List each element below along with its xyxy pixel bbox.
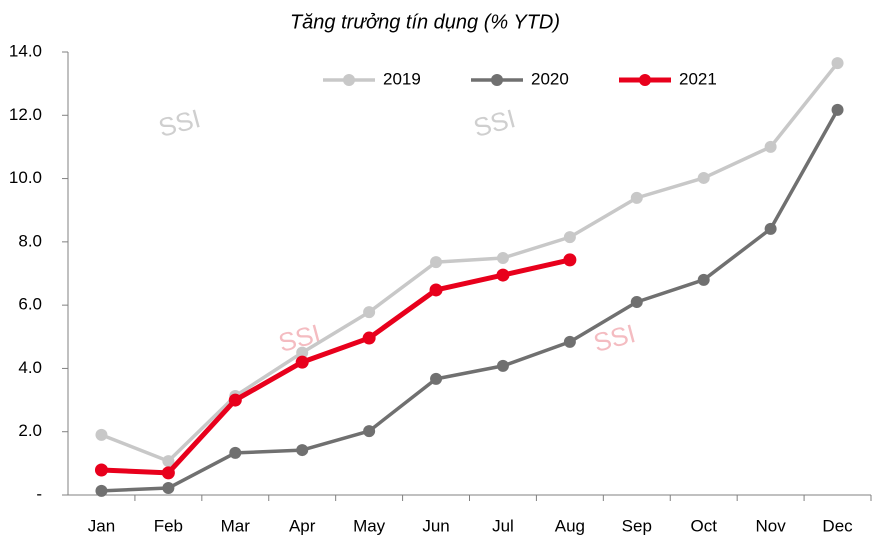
legend-label: 2020 <box>531 69 569 88</box>
legend-marker <box>343 74 355 86</box>
x-tick-label: Nov <box>756 516 787 535</box>
series-marker <box>162 455 175 468</box>
x-tick-label: Feb <box>154 516 183 535</box>
x-tick-label: Jul <box>492 516 514 535</box>
series-marker <box>630 295 643 308</box>
series-marker <box>363 425 376 438</box>
y-tick-label: 12.0 <box>9 105 42 124</box>
x-tick-label: Sep <box>622 516 652 535</box>
watermark: SSI <box>155 103 203 143</box>
legend-marker <box>491 74 503 86</box>
y-tick-label: - <box>36 484 42 503</box>
y-tick-label: 10.0 <box>9 168 42 187</box>
x-tick-label: Aug <box>555 516 585 535</box>
series-line <box>101 109 840 493</box>
y-tick-label: 14.0 <box>9 41 42 60</box>
y-tick-label: 4.0 <box>18 358 42 377</box>
x-tick-label: Oct <box>690 516 717 535</box>
chart-title: Tăng trưởng tín dụng (% YTD) <box>290 11 560 33</box>
watermark: SSI <box>470 103 518 143</box>
series-marker <box>162 482 175 495</box>
series-marker <box>697 171 710 184</box>
legend-label: 2019 <box>383 69 421 88</box>
series-marker <box>430 256 443 269</box>
series-marker <box>496 251 509 264</box>
series-marker <box>697 273 710 286</box>
y-tick-label: 8.0 <box>18 231 42 250</box>
series-marker <box>764 222 777 235</box>
series-marker <box>228 393 242 407</box>
series-marker <box>764 140 777 153</box>
series-marker <box>429 283 443 297</box>
series-marker <box>295 355 309 369</box>
series-marker <box>831 103 844 116</box>
y-tick-label: 2.0 <box>18 421 42 440</box>
series-marker <box>94 463 108 477</box>
x-tick-label: Jun <box>422 516 449 535</box>
series-line <box>101 257 571 476</box>
series-marker <box>362 331 376 345</box>
series-marker <box>496 359 509 372</box>
series-marker <box>296 346 309 359</box>
series-marker <box>831 57 844 70</box>
series-marker <box>630 191 643 204</box>
x-tick-label: May <box>353 516 386 535</box>
series-marker <box>161 466 175 480</box>
legend-label: 2021 <box>679 69 717 88</box>
x-tick-label: Mar <box>221 516 251 535</box>
series-marker <box>563 253 577 267</box>
y-tick-label: 6.0 <box>18 295 42 314</box>
series-marker <box>229 446 242 459</box>
series-marker <box>296 444 309 457</box>
series-marker <box>430 372 443 385</box>
series-marker <box>95 428 108 441</box>
series-marker <box>563 231 576 244</box>
series-marker <box>563 335 576 348</box>
series-marker <box>496 268 510 282</box>
x-tick-label: Dec <box>822 516 853 535</box>
series-marker <box>363 306 376 319</box>
x-tick-label: Jan <box>88 516 115 535</box>
x-tick-label: Apr <box>289 516 316 535</box>
series-marker <box>95 484 108 497</box>
series-line <box>100 61 839 463</box>
legend-marker <box>639 74 651 86</box>
